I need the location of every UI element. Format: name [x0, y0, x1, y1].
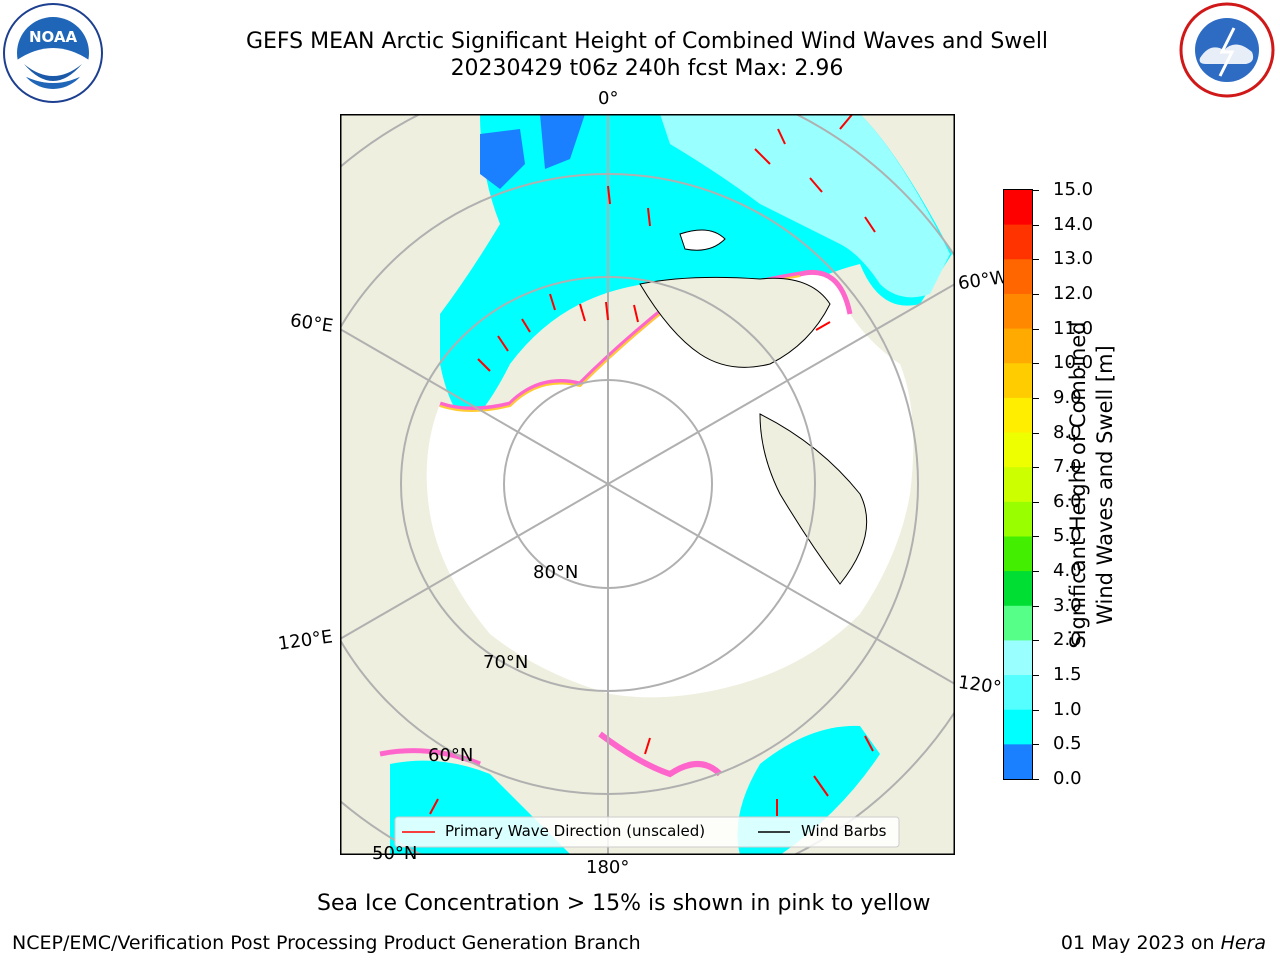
- colorbar-tick-mark: [1033, 224, 1039, 226]
- colorbar-tick-label: 0.0: [1053, 768, 1082, 789]
- colorbar-tick-label: 10.0: [1053, 352, 1094, 374]
- colorbar-tick-mark: [1033, 397, 1039, 399]
- colorbar-tick-mark: [1033, 363, 1039, 365]
- colorbar-label-line2: Wind Waves and Swell [m]: [1093, 345, 1117, 625]
- colorbar-segment: [1004, 397, 1032, 434]
- colorbar-segment: [1004, 259, 1032, 295]
- chart-subtitle: 20230429 t06z 240h fcst Max: 2.96: [450, 56, 844, 81]
- arctic-wave-map: [340, 114, 955, 855]
- noaa-logo: NOAA: [2, 2, 104, 104]
- colorbar-label: Significant Height of Combined Wind Wave…: [1065, 285, 1125, 685]
- colorbar-tick-label: 12.0: [1053, 282, 1094, 304]
- label-180deg: 180°: [586, 857, 630, 878]
- footer-machine: Hera: [1220, 932, 1266, 954]
- colorbar-segment: [1004, 675, 1032, 711]
- svg-text:NOAA: NOAA: [29, 28, 78, 46]
- label-80n: 80°N: [533, 562, 579, 583]
- colorbar-segment: [1004, 640, 1032, 676]
- colorbar-tick-mark: [1033, 779, 1039, 780]
- colorbar-segment: [1004, 501, 1032, 537]
- colorbar-tick-label: 5.0: [1053, 525, 1082, 547]
- colorbar-segment: [1004, 328, 1032, 364]
- colorbar-segment: [1004, 571, 1032, 607]
- label-60w: 60°W: [956, 266, 1009, 295]
- colorbar-tick-mark: [1033, 259, 1039, 261]
- colorbar-tick-label: 1.5: [1053, 664, 1082, 686]
- colorbar-segment: [1004, 190, 1032, 226]
- colorbar-tick-mark: [1033, 709, 1039, 711]
- label-70n: 70°N: [483, 652, 529, 673]
- footer-left: NCEP/EMC/Verification Post Processing Pr…: [12, 932, 641, 954]
- colorbar-tick-label: 14.0: [1053, 213, 1094, 235]
- colorbar-tick-label: 6.0: [1053, 490, 1082, 512]
- colorbar-segment: [1004, 432, 1032, 468]
- footer-right: 01 May 2023 on Hera: [1061, 932, 1266, 954]
- colorbar-tick-label: 15.0: [1053, 179, 1094, 200]
- colorbar-tick-label: 3.0: [1053, 594, 1082, 616]
- colorbar-tick-mark: [1033, 432, 1039, 434]
- colorbar-segment: [1004, 744, 1032, 780]
- chart-title: GEFS MEAN Arctic Significant Height of C…: [245, 29, 1049, 54]
- colorbar-label-line1: Significant Height of Combined: [1066, 321, 1090, 649]
- colorbar-tick-mark: [1033, 744, 1039, 746]
- colorbar-tick-label: 13.0: [1053, 248, 1094, 270]
- colorbar-tick-mark: [1033, 501, 1039, 503]
- label-50n: 50°N: [372, 843, 418, 864]
- colorbar-segment: [1004, 224, 1032, 260]
- colorbar-tick-mark: [1033, 293, 1039, 295]
- colorbar-tick-mark: [1033, 605, 1039, 607]
- colorbar-segment: [1004, 605, 1032, 641]
- colorbar-segment: [1004, 293, 1032, 330]
- colorbar-tick-label: 1.0: [1053, 698, 1082, 720]
- colorbar-tick-label: 7.0: [1053, 456, 1082, 478]
- colorbar-tick-mark: [1033, 675, 1039, 677]
- footer-date: 01 May 2023 on: [1060, 932, 1221, 954]
- colorbar-tick-label: 8.0: [1053, 421, 1082, 443]
- nws-logo: [1176, 2, 1278, 98]
- legend-wind-barbs: Wind Barbs: [801, 822, 887, 840]
- colorbar-tick-mark: [1033, 571, 1039, 573]
- colorbar-tick-label: 0.5: [1053, 733, 1082, 755]
- colorbar-tick-mark: [1033, 467, 1039, 469]
- label-120e: 120°E: [276, 626, 334, 655]
- colorbar-tick-mark: [1033, 328, 1039, 330]
- colorbar-tick-mark: [1033, 640, 1039, 642]
- legend-wave-direction: Primary Wave Direction (unscaled): [445, 822, 706, 840]
- colorbar: [1003, 189, 1033, 780]
- colorbar-tick-mark: [1033, 190, 1039, 191]
- colorbar-segment: [1004, 363, 1032, 399]
- sea-ice-caption: Sea Ice Concentration > 15% is shown in …: [317, 891, 931, 916]
- colorbar-segment: [1004, 467, 1032, 503]
- label-0deg: 0°: [598, 88, 619, 109]
- colorbar-tick-label: 11.0: [1053, 317, 1094, 339]
- colorbar-tick-mark: [1033, 536, 1039, 538]
- label-60e: 60°E: [288, 310, 335, 337]
- colorbar-segment: [1004, 709, 1032, 745]
- colorbar-tick-label: 2.0: [1053, 629, 1082, 651]
- colorbar-segment: [1004, 536, 1032, 572]
- label-60n: 60°N: [428, 745, 474, 766]
- colorbar-tick-label: 4.0: [1053, 560, 1082, 582]
- colorbar-tick-label: 9.0: [1053, 386, 1082, 408]
